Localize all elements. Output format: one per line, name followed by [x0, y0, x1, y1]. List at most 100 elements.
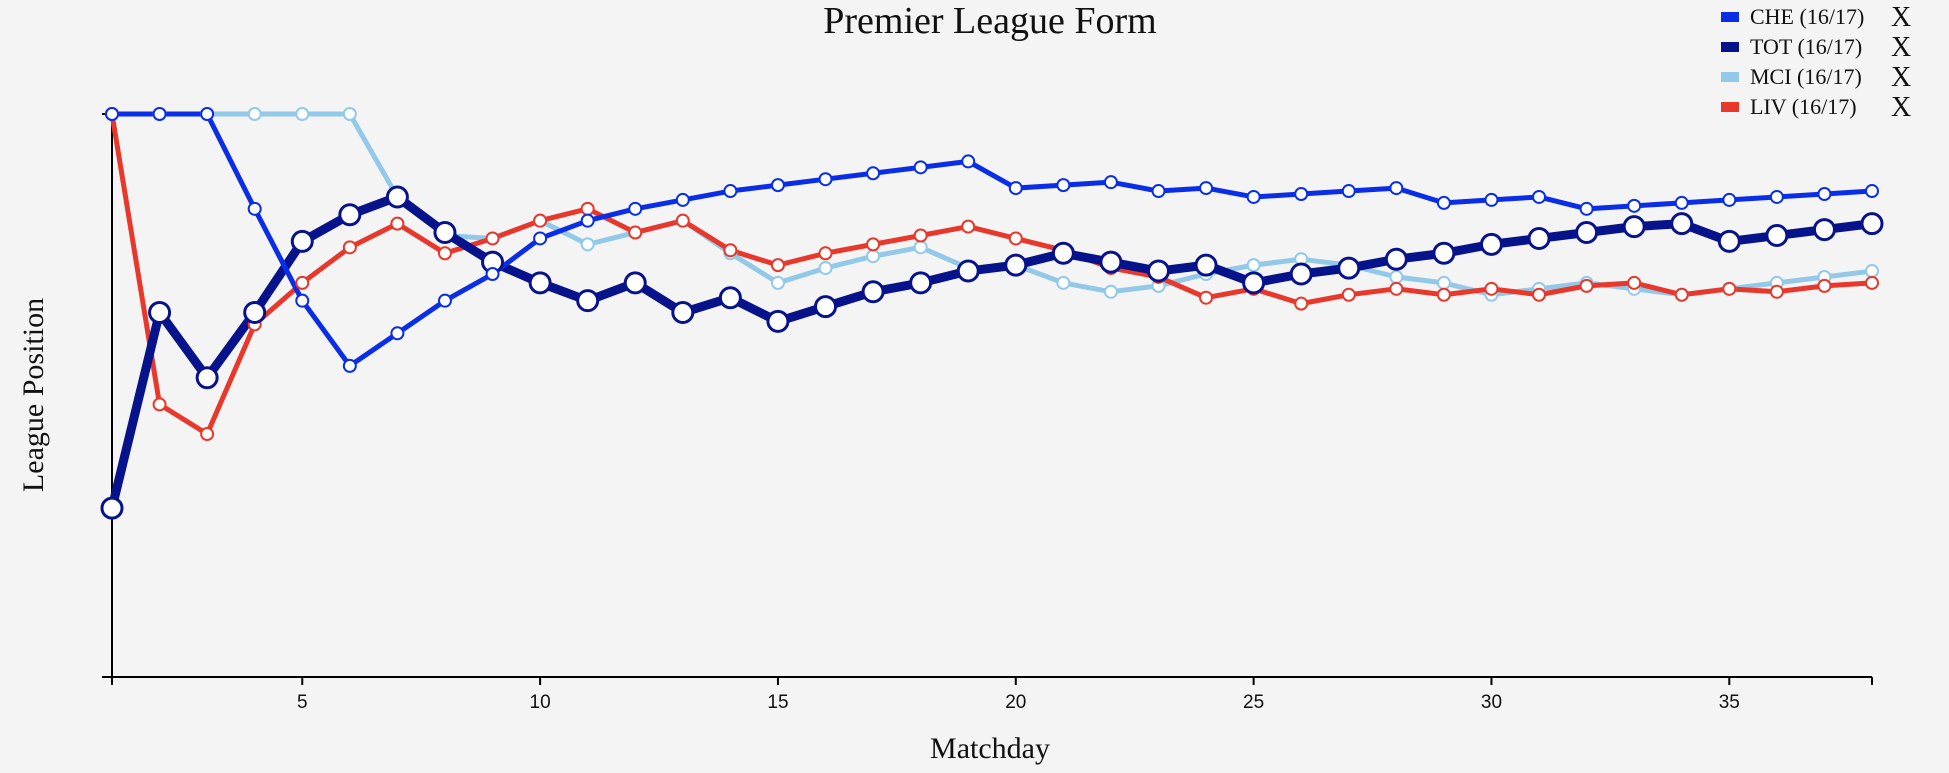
data-point[interactable] [437, 246, 452, 261]
data-point[interactable] [1769, 189, 1784, 204]
data-point[interactable] [718, 286, 742, 310]
data-point[interactable] [1532, 287, 1547, 302]
data-point[interactable] [1532, 189, 1547, 204]
data-point[interactable] [770, 178, 785, 193]
data-point[interactable] [152, 397, 167, 412]
data-point[interactable] [1479, 232, 1503, 256]
data-point[interactable] [1389, 269, 1404, 284]
data-point[interactable] [1341, 287, 1356, 302]
data-point[interactable] [528, 271, 552, 295]
data-point[interactable] [1099, 250, 1123, 274]
data-point[interactable] [533, 213, 548, 228]
data-point[interactable] [866, 249, 881, 264]
data-point[interactable] [390, 326, 405, 341]
legend-remove-button[interactable]: X [1891, 2, 1911, 33]
data-point[interactable] [818, 246, 833, 261]
legend-remove-button[interactable]: X [1891, 62, 1911, 93]
legend-item-mci[interactable]: MCI (16/17) X [1721, 62, 1911, 93]
data-point[interactable] [1717, 229, 1741, 253]
data-point[interactable] [148, 301, 172, 325]
data-point[interactable] [1865, 275, 1879, 290]
data-point[interactable] [1627, 198, 1642, 213]
data-point[interactable] [243, 301, 267, 325]
data-point[interactable] [961, 219, 976, 234]
data-point[interactable] [1812, 218, 1836, 242]
legend-remove-button[interactable]: X [1891, 92, 1911, 123]
data-point[interactable] [433, 221, 457, 245]
data-point[interactable] [1670, 212, 1694, 236]
data-point[interactable] [1337, 256, 1361, 280]
data-point[interactable] [1865, 184, 1879, 199]
data-point[interactable] [1484, 192, 1499, 207]
data-point[interactable] [247, 201, 262, 216]
legend-remove-button[interactable]: X [1891, 32, 1911, 63]
data-point[interactable] [1246, 258, 1261, 273]
data-point[interactable] [437, 293, 452, 308]
data-point[interactable] [1294, 296, 1309, 311]
legend-item-che[interactable]: CHE (16/17) X [1721, 2, 1911, 33]
data-point[interactable] [580, 213, 595, 228]
data-point[interactable] [295, 107, 310, 121]
data-point[interactable] [1436, 195, 1451, 210]
data-point[interactable] [1246, 189, 1261, 204]
data-point[interactable] [1103, 175, 1118, 190]
data-point[interactable] [1103, 284, 1118, 299]
data-point[interactable] [1056, 275, 1071, 290]
data-point[interactable] [342, 107, 357, 121]
data-point[interactable] [1769, 284, 1784, 299]
data-point[interactable] [1722, 281, 1737, 296]
data-point[interactable] [1436, 287, 1451, 302]
legend-item-liv[interactable]: LIV (16/17) X [1721, 92, 1911, 123]
data-point[interactable] [1484, 281, 1499, 296]
data-point[interactable] [671, 301, 695, 325]
data-point[interactable] [385, 185, 409, 209]
data-point[interactable] [195, 366, 219, 390]
data-point[interactable] [909, 271, 933, 295]
data-point[interactable] [1194, 253, 1218, 277]
data-point[interactable] [623, 271, 647, 295]
data-point[interactable] [1294, 187, 1309, 202]
data-point[interactable] [1341, 184, 1356, 199]
data-point[interactable] [961, 154, 976, 169]
data-point[interactable] [342, 240, 357, 255]
data-point[interactable] [1051, 241, 1075, 265]
data-point[interactable] [580, 237, 595, 252]
data-point[interactable] [628, 201, 643, 216]
data-point[interactable] [1817, 187, 1832, 202]
data-point[interactable] [1575, 221, 1599, 245]
data-point[interactable] [105, 107, 119, 121]
data-point[interactable] [290, 229, 314, 253]
legend-item-tot[interactable]: TOT (16/17) X [1721, 32, 1911, 63]
data-point[interactable] [295, 293, 310, 308]
data-point[interactable] [818, 172, 833, 187]
data-point[interactable] [1527, 226, 1551, 250]
data-point[interactable] [1436, 275, 1451, 290]
data-point[interactable] [1008, 181, 1023, 196]
data-point[interactable] [770, 258, 785, 273]
data-point[interactable] [1146, 259, 1170, 283]
data-point[interactable] [675, 192, 690, 207]
data-point[interactable] [152, 107, 167, 121]
data-point[interactable] [200, 427, 215, 442]
data-point[interactable] [1622, 215, 1646, 239]
data-point[interactable] [956, 259, 980, 283]
data-point[interactable] [580, 201, 595, 216]
data-point[interactable] [1765, 223, 1789, 247]
data-point[interactable] [247, 107, 262, 121]
data-point[interactable] [913, 160, 928, 175]
data-point[interactable] [295, 275, 310, 290]
data-point[interactable] [814, 295, 838, 319]
data-point[interactable] [1151, 184, 1166, 199]
data-point[interactable] [675, 213, 690, 228]
data-point[interactable] [1722, 192, 1737, 207]
data-point[interactable] [1289, 262, 1313, 286]
data-point[interactable] [1579, 278, 1594, 293]
data-point[interactable] [1865, 264, 1879, 279]
data-point[interactable] [1432, 241, 1456, 265]
data-point[interactable] [818, 261, 833, 276]
data-point[interactable] [913, 240, 928, 255]
data-point[interactable] [861, 280, 885, 304]
data-point[interactable] [866, 237, 881, 252]
data-point[interactable] [1008, 231, 1023, 246]
data-point[interactable] [1860, 212, 1884, 236]
